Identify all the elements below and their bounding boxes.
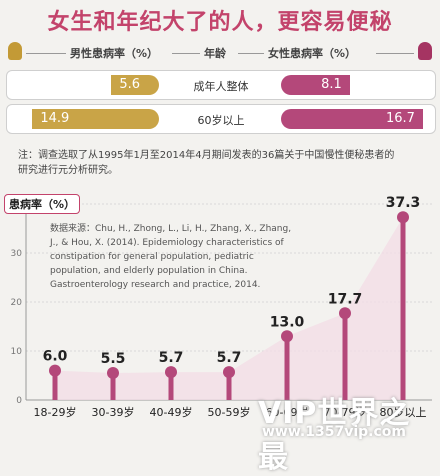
bar <box>52 370 58 400</box>
gender-table-header: 男性患病率（%） 年龄 女性患病率（%） <box>6 42 434 64</box>
female-figure-icon <box>418 42 432 60</box>
y-tick-label: 20 <box>11 298 23 308</box>
data-label: 5.5 <box>101 351 126 367</box>
female-value: 16.7 <box>385 111 415 126</box>
bar-marker <box>49 364 61 377</box>
data-label: 6.0 <box>43 349 68 365</box>
bar-marker <box>165 366 177 379</box>
y-axis-label: 患病率（%） <box>4 194 81 214</box>
age-prevalence-chart: 0102030406.018-29岁5.530-39岁5.740-49岁5.75… <box>0 188 440 448</box>
female-value: 8.1 <box>321 77 342 92</box>
bar-marker <box>281 330 293 343</box>
bar <box>226 372 232 400</box>
female-bar: 16.7 <box>281 109 423 129</box>
age-header: 年龄 <box>204 47 226 60</box>
male-value: 14.9 <box>40 111 70 126</box>
bar <box>168 372 174 400</box>
data-label: 17.7 <box>328 291 363 307</box>
male-rate-header: 男性患病率（%） <box>70 47 159 60</box>
data-source: 数据来源：Chu, H., Zhong, L., Li, H., Zhang, … <box>50 224 292 290</box>
bar <box>342 313 348 400</box>
x-tick-label: 50-59岁 <box>208 405 251 419</box>
bar <box>400 217 406 400</box>
female-bar: 8.1 <box>281 75 350 95</box>
gender-comparison-panel: 男性患病率（%） 年龄 女性患病率（%） 5.6 成年人整体 8.1 14.9 … <box>6 42 436 144</box>
data-label: 5.7 <box>217 350 242 366</box>
y-tick-label: 10 <box>11 347 23 357</box>
bar <box>284 336 290 400</box>
male-value: 5.6 <box>119 77 141 92</box>
x-tick-label: 60-69岁 <box>266 405 309 419</box>
female-rate-header: 女性患病率（%） <box>268 47 357 60</box>
x-tick-label: 18-29岁 <box>34 405 77 419</box>
page-title: 女生和年纪大了的人，更容易便秘 <box>47 10 393 35</box>
age-group-label: 成年人整体 <box>193 80 249 93</box>
watermark-url: www.1357vip.com <box>262 424 406 440</box>
y-tick-label: 30 <box>11 249 23 259</box>
male-figure-icon <box>8 42 22 60</box>
trend-area <box>55 217 403 400</box>
header-divider <box>26 53 66 54</box>
x-tick-label: 70-79岁 <box>324 405 367 419</box>
gender-row-adult: 5.6 成年人整体 8.1 <box>6 70 436 100</box>
bar-marker <box>107 367 119 380</box>
age-group-label: 60岁以上 <box>197 114 245 127</box>
male-bar: 14.9 <box>32 109 159 129</box>
y-tick-label: 0 <box>16 396 22 406</box>
study-note: 注：调查选取了从1995年1月至2014年4月期间发表的36篇关于中国慢性便秘患… <box>18 150 395 176</box>
data-label: 5.7 <box>159 350 184 366</box>
header-divider <box>376 53 414 54</box>
header-divider <box>238 53 264 54</box>
bar-marker <box>397 211 409 224</box>
chart-svg: 0102030406.018-29岁5.530-39岁5.740-49岁5.75… <box>11 195 432 419</box>
header-divider <box>172 53 200 54</box>
x-tick-label: 80岁以上 <box>380 405 427 419</box>
data-label: 37.3 <box>386 195 421 211</box>
gender-row-elderly: 14.9 60岁以上 16.7 <box>6 104 436 134</box>
data-label: 13.0 <box>270 314 305 330</box>
x-tick-label: 30-39岁 <box>92 405 135 419</box>
bar-marker <box>339 307 351 320</box>
x-tick-label: 40-49岁 <box>150 405 193 419</box>
bar-marker <box>223 366 235 379</box>
bar <box>110 373 116 400</box>
male-bar: 5.6 <box>111 75 159 95</box>
